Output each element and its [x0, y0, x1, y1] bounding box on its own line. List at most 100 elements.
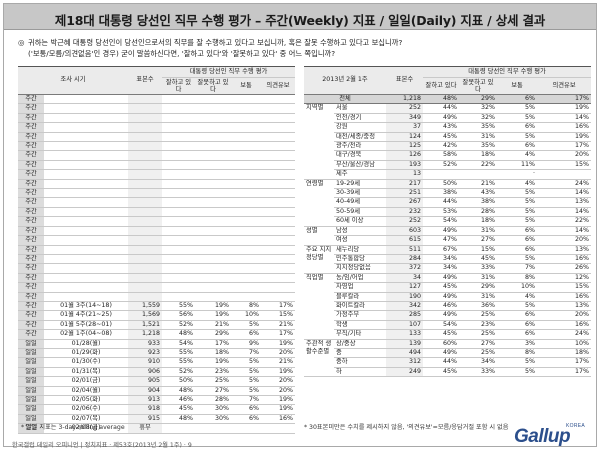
- empty-cell: [162, 103, 195, 114]
- empty-cell: [128, 103, 162, 114]
- blank-week-row: 주간: [18, 179, 296, 190]
- empty-cell: [162, 263, 195, 274]
- row-label: 주간: [18, 122, 44, 133]
- daily-row: 일일 01/28(월) 933 54% 17% 9% 19%: [18, 338, 296, 349]
- mid-pct: 4%: [497, 178, 538, 190]
- empty-cell: [231, 282, 261, 293]
- subgroup-label: 지지정당없음: [334, 263, 387, 274]
- page-footer: 한국갤럽 데일리 오피니언 | 정치지표 · 제53호(2013년 2월 1주)…: [12, 442, 192, 449]
- empty-cell: [231, 292, 261, 302]
- empty-cell: [261, 216, 296, 227]
- daily-row: 일일 02/01(금) 905 50% 25% 5% 20%: [18, 376, 296, 387]
- daily-row: 일일 01/30(수) 910 55% 19% 5% 21%: [18, 357, 296, 368]
- col-dk-header: 의견유보: [261, 77, 296, 95]
- empty-cell: [128, 113, 162, 124]
- empty-cell: [261, 282, 296, 293]
- period-cell: [44, 169, 128, 180]
- bad-pct: 29%: [459, 94, 498, 105]
- bad-pct: 31%: [459, 225, 498, 237]
- dk-pct: 19%: [537, 103, 592, 114]
- empty-cell: [261, 103, 296, 114]
- mid-pct: 9%: [231, 338, 261, 349]
- sample-size: 1,521: [128, 320, 162, 331]
- logo-wordmark: Gallup: [514, 426, 571, 447]
- row-label: 일일: [18, 338, 44, 349]
- mid-pct: 6%: [231, 404, 261, 415]
- dk-pct: 13%: [537, 244, 592, 255]
- blank-week-row: 주간: [18, 282, 296, 293]
- dk-pct: 15%: [261, 310, 296, 321]
- empty-cell: [195, 132, 231, 143]
- bad-pct: 22%: [459, 160, 498, 171]
- bad-pct: 33%: [459, 367, 498, 378]
- bad-pct: 30%: [195, 414, 231, 425]
- bad-pct: 31%: [459, 132, 498, 143]
- bad-pct: 33%: [459, 263, 498, 274]
- mid-pct: 8%: [231, 300, 261, 312]
- detail-row: 부산/울산/경남 193 52% 22% 11% 15%: [304, 160, 592, 171]
- sample-size: 906: [128, 367, 162, 378]
- period-cell: [44, 273, 128, 284]
- detail-row: 여성 615 47% 27% 6% 20%: [304, 235, 592, 246]
- good-pct: 55%: [162, 357, 195, 368]
- sample-size: 139: [386, 338, 424, 349]
- subgroup-label: 부산/울산/경남: [334, 160, 387, 171]
- col-good-header: 잘하고 있다: [162, 77, 195, 95]
- empty-cell: [195, 169, 231, 180]
- subgroup-label: 무직/기타: [334, 329, 387, 340]
- dk-pct: 16%: [537, 254, 592, 265]
- mid-pct: ·: [497, 169, 538, 180]
- dk-pct: 20%: [537, 150, 592, 161]
- sample-size: 232: [386, 207, 424, 218]
- subgroup-label: 민주통합당: [334, 254, 387, 265]
- row-label: 주간: [18, 235, 44, 246]
- row-label: 일일: [18, 395, 44, 406]
- mid-pct: 3%: [497, 338, 538, 349]
- period-cell: [44, 160, 128, 171]
- period-cell: [44, 141, 128, 152]
- empty-cell: [231, 179, 261, 190]
- dk-pct: 26%: [537, 263, 592, 274]
- subgroup-label: 농/임/어업: [334, 272, 387, 284]
- dk-pct: 17%: [261, 300, 296, 312]
- bad-pct: 38%: [459, 197, 498, 208]
- empty-cell: [231, 103, 261, 114]
- row-label: 일일: [18, 414, 44, 425]
- good-pct: 54%: [162, 338, 195, 349]
- good-pct: 49%: [423, 310, 460, 321]
- good-pct: 38%: [423, 188, 460, 199]
- day-date: 02/08(금): [44, 423, 128, 434]
- dk-pct: 17%: [537, 357, 592, 368]
- sample-size: 125: [386, 141, 424, 152]
- sample-size: 285: [386, 310, 424, 321]
- blank-week-row: 주간: [18, 103, 296, 114]
- empty-cell: [128, 245, 162, 255]
- period-cell: [44, 263, 128, 274]
- row-label: 주간: [18, 320, 44, 331]
- empty-cell: [162, 113, 195, 124]
- row-label: 일일: [18, 367, 44, 378]
- sample-size: 905: [128, 376, 162, 387]
- dk-pct: 21%: [261, 320, 296, 331]
- period-cell: [44, 292, 128, 302]
- detail-row: 대구/경북 126 58% 18% 4% 20%: [304, 150, 592, 161]
- bad-pct: 18%: [459, 216, 498, 227]
- mid-pct: 6%: [497, 244, 538, 255]
- blank-week-row: 주간: [18, 245, 296, 255]
- row-label: 주간: [18, 300, 44, 312]
- empty-cell: [128, 94, 162, 105]
- subgroup-label: 60세 이상: [334, 216, 387, 227]
- subgroup-label: 30-39세: [334, 188, 387, 199]
- daily-row: 일일 01/29(화) 923 55% 18% 7% 20%: [18, 348, 296, 359]
- empty-cell: [195, 207, 231, 218]
- detail-row: 중 494 49% 25% 8% 18%: [304, 348, 592, 359]
- empty-cell: [128, 263, 162, 274]
- dk-pct: 14%: [537, 113, 592, 124]
- detail-row: 40-49세 267 44% 38% 5% 13%: [304, 197, 592, 208]
- row-label: 주간: [18, 216, 44, 227]
- weekly-row: 주간 01월 4주(21~25) 1,569 56% 19% 10% 15%: [18, 310, 296, 321]
- empty-cell: [195, 150, 231, 161]
- dk-pct: 19%: [537, 132, 592, 143]
- subgroup-label: 대전/세종/충청: [334, 132, 387, 143]
- bad-pct: 25%: [195, 376, 231, 387]
